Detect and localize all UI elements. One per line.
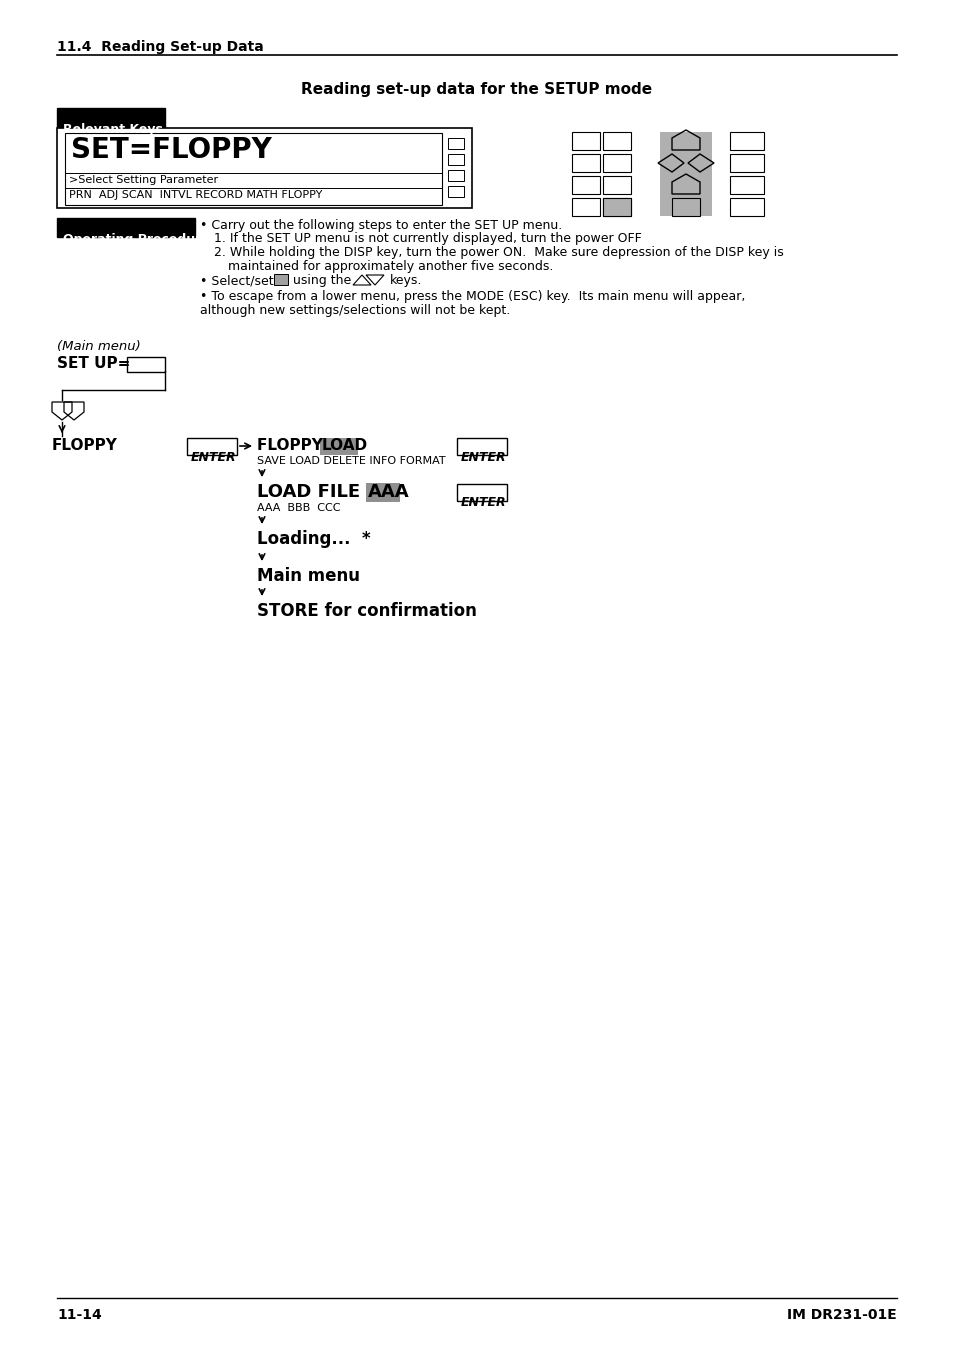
Text: Main menu: Main menu <box>256 567 359 585</box>
Text: ENTER: ENTER <box>191 451 236 463</box>
Text: keys.: keys. <box>390 274 422 286</box>
Text: • To escape from a lower menu, press the MODE (ESC) key.  Its main menu will app: • To escape from a lower menu, press the… <box>200 290 744 303</box>
Text: STORE for confirmation: STORE for confirmation <box>256 603 476 620</box>
Text: ENTER: ENTER <box>460 496 506 509</box>
Bar <box>602 199 630 216</box>
Bar <box>319 438 357 455</box>
Bar <box>448 186 463 197</box>
Bar <box>456 438 506 455</box>
Bar <box>602 199 630 216</box>
Bar <box>572 176 599 195</box>
Text: • Select/set: • Select/set <box>200 274 274 286</box>
Text: Operating Procedure: Operating Procedure <box>63 232 210 246</box>
Bar <box>448 170 463 181</box>
Text: using the: using the <box>293 274 351 286</box>
Text: AAA: AAA <box>368 484 409 501</box>
Bar <box>572 199 599 216</box>
Text: (Main menu): (Main menu) <box>57 340 141 353</box>
Text: although new settings/selections will not be kept.: although new settings/selections will no… <box>200 304 510 317</box>
Bar <box>729 132 763 150</box>
Bar <box>187 438 236 455</box>
Bar <box>366 484 399 503</box>
Bar <box>729 199 763 216</box>
Text: 2. While holding the DISP key, turn the power ON.  Make sure depression of the D: 2. While holding the DISP key, turn the … <box>213 246 783 259</box>
Bar <box>729 176 763 195</box>
Bar <box>659 132 711 216</box>
Text: Loading...  *: Loading... * <box>256 530 370 549</box>
Text: SAVE LOAD DELETE INFO FORMAT: SAVE LOAD DELETE INFO FORMAT <box>256 457 445 466</box>
Text: Relevant Keys: Relevant Keys <box>63 123 163 136</box>
Text: • Carry out the following steps to enter the SET UP menu.: • Carry out the following steps to enter… <box>200 219 561 232</box>
Bar <box>57 108 165 127</box>
Bar <box>572 154 599 172</box>
Text: AAA  BBB  CCC: AAA BBB CCC <box>256 503 340 513</box>
Bar <box>729 154 763 172</box>
Bar <box>671 199 700 216</box>
Text: FLOPPY: FLOPPY <box>52 438 118 453</box>
Text: SET UP=: SET UP= <box>57 357 131 372</box>
Bar <box>456 484 506 501</box>
Bar <box>65 132 441 205</box>
Text: maintained for approximately another five seconds.: maintained for approximately another fiv… <box>228 259 553 273</box>
Text: 11.4  Reading Set-up Data: 11.4 Reading Set-up Data <box>57 41 263 54</box>
Text: 11-14: 11-14 <box>57 1308 102 1323</box>
Text: IM DR231-01E: IM DR231-01E <box>786 1308 896 1323</box>
Text: 1. If the SET UP menu is not currently displayed, turn the power OFF: 1. If the SET UP menu is not currently d… <box>213 232 641 245</box>
Bar <box>602 132 630 150</box>
Text: FLOPPY: FLOPPY <box>256 438 333 453</box>
Text: LOAD FILE: LOAD FILE <box>256 484 373 501</box>
Bar <box>448 138 463 149</box>
Bar <box>274 274 288 285</box>
Bar <box>127 357 165 372</box>
Bar <box>602 176 630 195</box>
Text: SET=FLOPPY: SET=FLOPPY <box>71 136 272 163</box>
Bar <box>57 128 472 208</box>
Text: Reading set-up data for the SETUP mode: Reading set-up data for the SETUP mode <box>301 82 652 97</box>
Bar <box>572 132 599 150</box>
Text: LOAD: LOAD <box>322 438 368 453</box>
Bar <box>602 154 630 172</box>
Bar <box>448 154 463 165</box>
Text: PRN  ADJ SCAN  INTVL RECORD MATH FLOPPY: PRN ADJ SCAN INTVL RECORD MATH FLOPPY <box>69 190 322 200</box>
Bar <box>57 218 194 236</box>
Text: >Select Setting Parameter: >Select Setting Parameter <box>69 176 218 185</box>
Text: ENTER: ENTER <box>460 451 506 463</box>
